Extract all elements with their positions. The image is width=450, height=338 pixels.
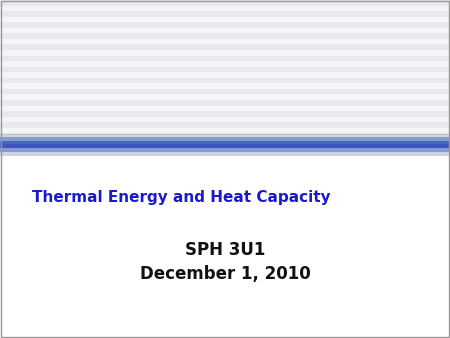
- Bar: [0, 83, 450, 89]
- Bar: [0, 28, 450, 33]
- Bar: [0, 100, 450, 105]
- Bar: [0, 111, 450, 117]
- Bar: [0, 141, 450, 145]
- Bar: [0, 94, 450, 100]
- Bar: [0, 144, 450, 148]
- Bar: [0, 122, 450, 128]
- Bar: [0, 78, 450, 83]
- Bar: [0, 134, 450, 137]
- Bar: [0, 44, 450, 50]
- Bar: [0, 137, 450, 141]
- Bar: [0, 139, 450, 144]
- Bar: [0, 144, 450, 150]
- Bar: [0, 67, 450, 72]
- Bar: [0, 105, 450, 111]
- Bar: [0, 148, 450, 152]
- Bar: [0, 155, 450, 338]
- Bar: [0, 50, 450, 55]
- Bar: [0, 89, 450, 94]
- Text: SPH 3U1: SPH 3U1: [185, 241, 265, 259]
- Bar: [0, 61, 450, 67]
- Bar: [0, 152, 450, 155]
- Text: Thermal Energy and Heat Capacity: Thermal Energy and Heat Capacity: [32, 190, 330, 205]
- Text: December 1, 2010: December 1, 2010: [140, 265, 310, 283]
- Bar: [0, 11, 450, 17]
- Bar: [0, 117, 450, 122]
- Bar: [0, 128, 450, 133]
- Bar: [0, 39, 450, 44]
- Bar: [0, 17, 450, 22]
- Bar: [0, 22, 450, 28]
- Bar: [0, 133, 450, 139]
- Bar: [0, 55, 450, 61]
- Bar: [0, 72, 450, 78]
- Bar: [0, 33, 450, 39]
- Bar: [0, 0, 450, 5]
- Bar: [0, 5, 450, 11]
- Bar: [0, 150, 450, 155]
